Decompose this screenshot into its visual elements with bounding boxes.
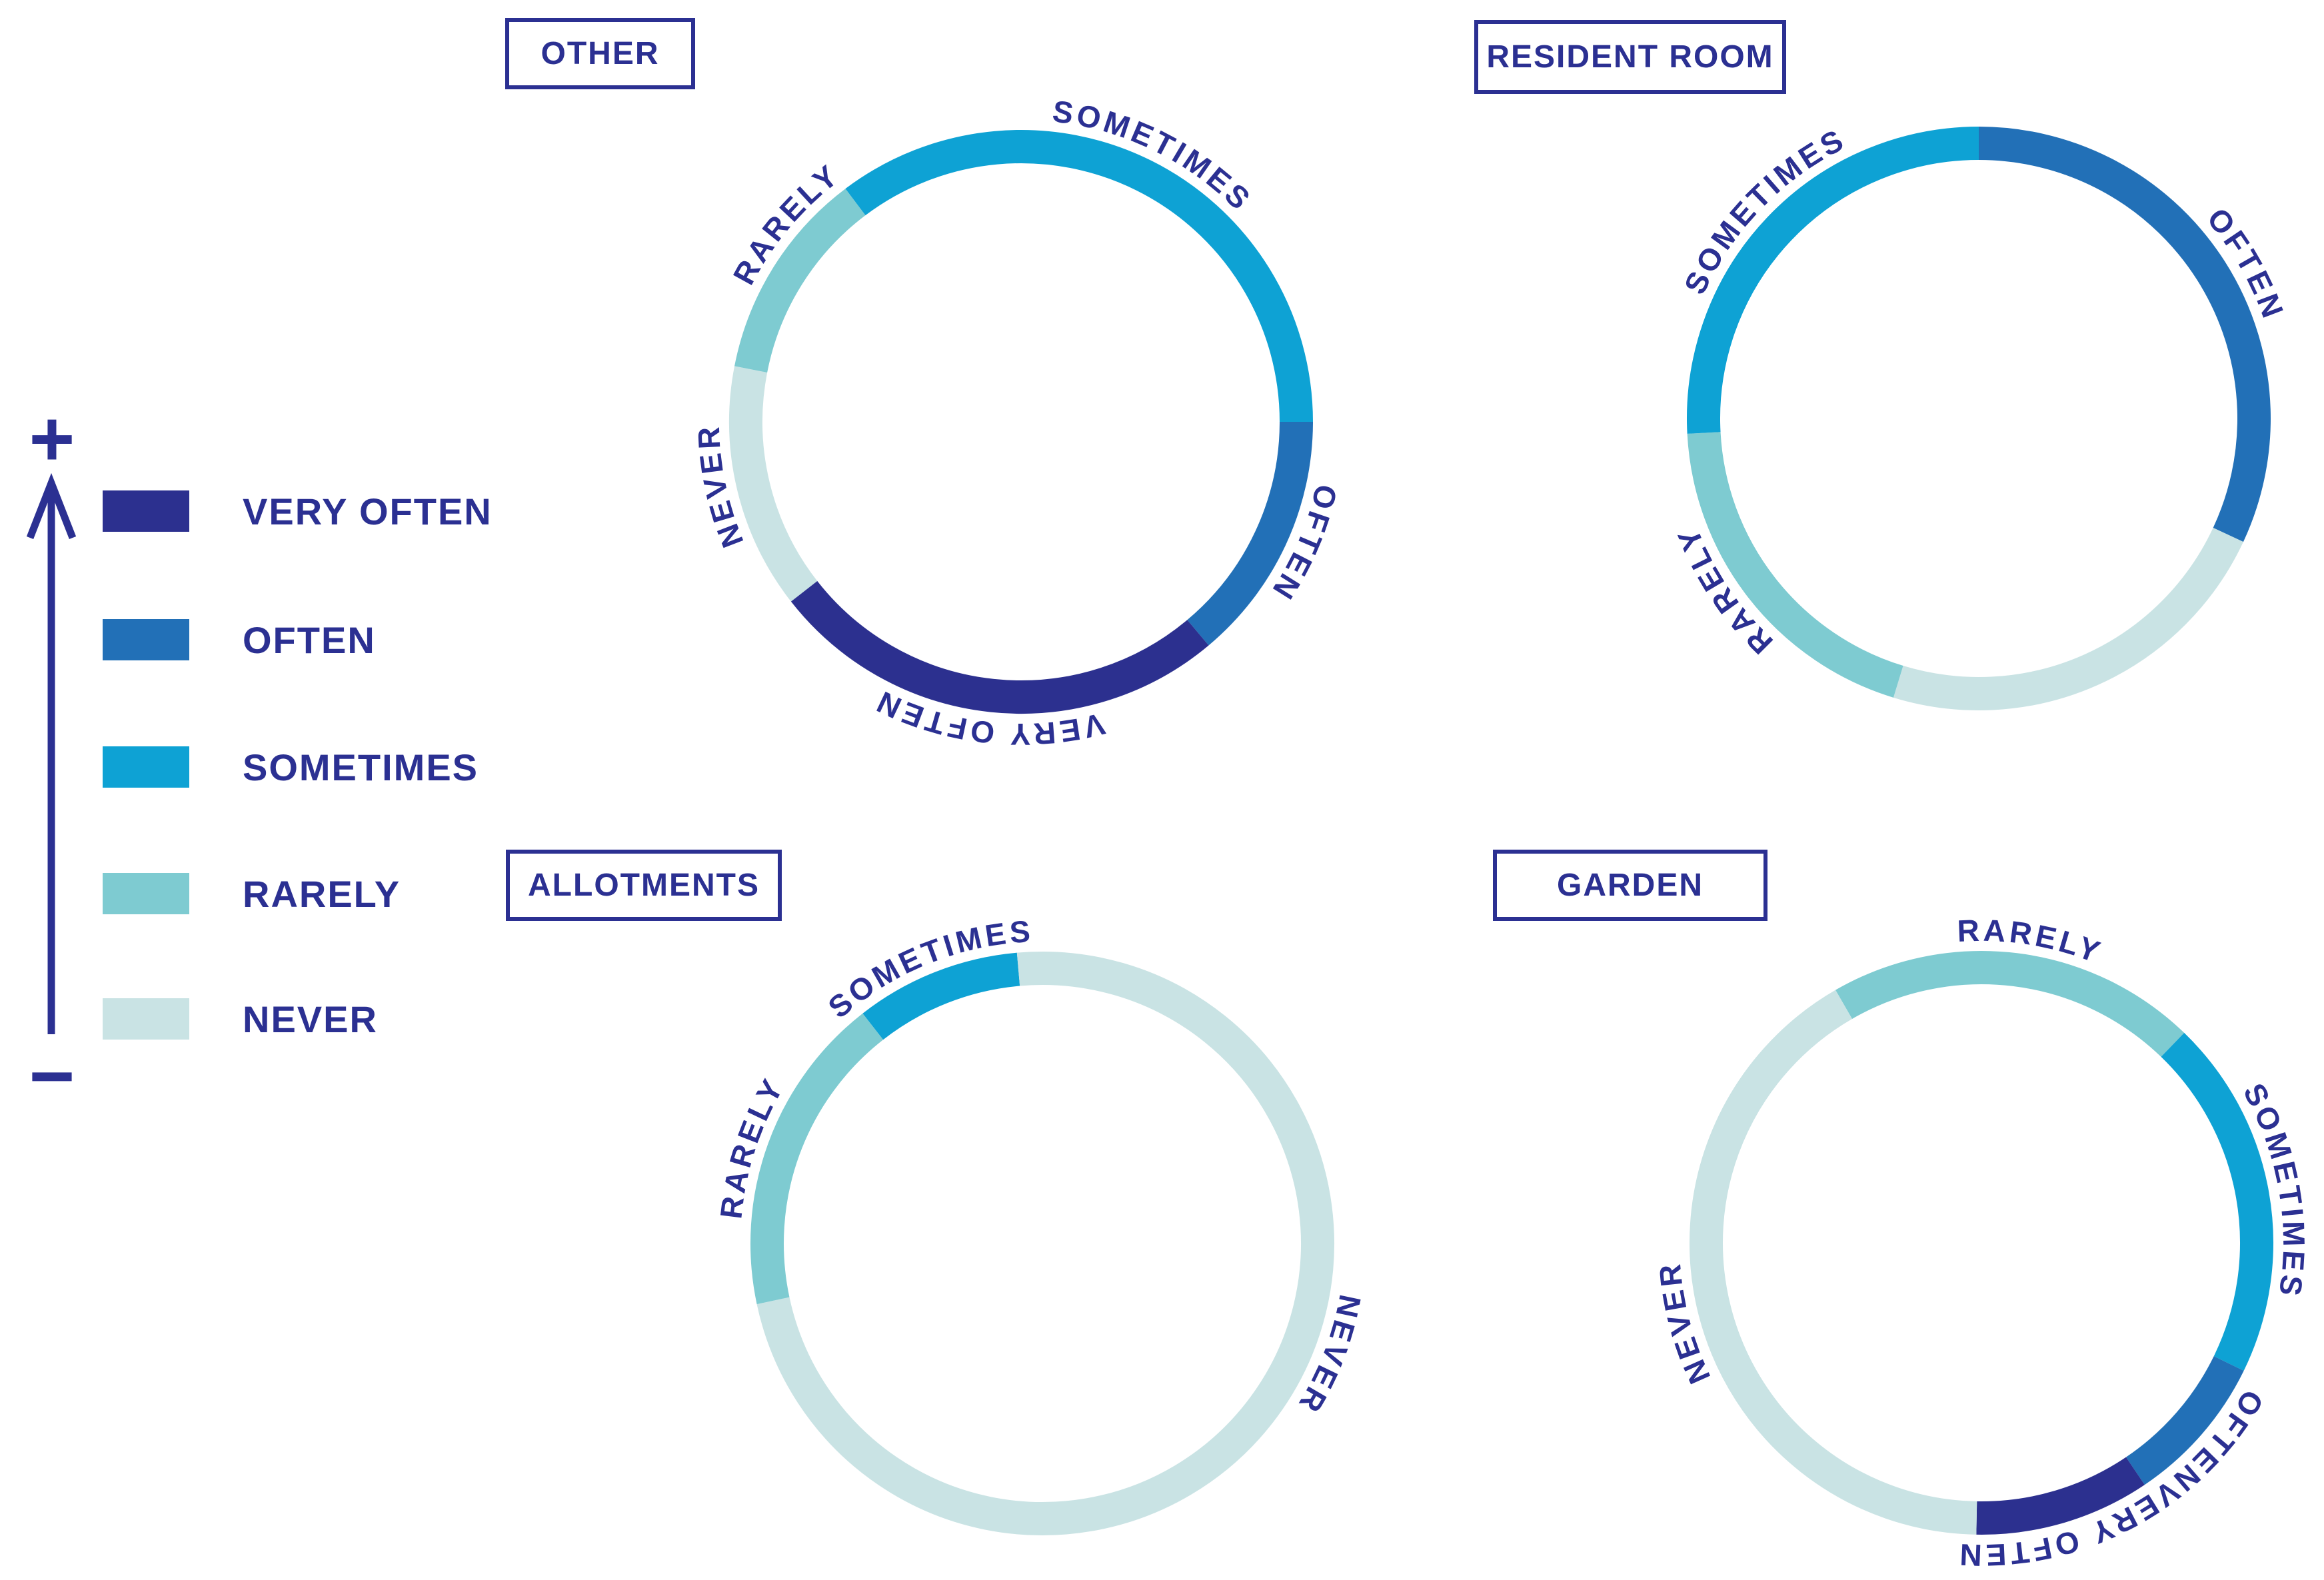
donut-segment-sometimes: [862, 952, 1020, 1040]
label-path: [740, 942, 1344, 1545]
donut-segment-sometimes: [2161, 1032, 2273, 1371]
chart-title-other: OTHER: [505, 18, 695, 89]
legend-item-very-often: VERY OFTEN: [103, 490, 493, 532]
scale-up-arrow-icon: [26, 472, 77, 1034]
donut-segment-never: [1893, 527, 2243, 710]
legend-item-often: OFTEN: [103, 618, 376, 661]
donut-segment-sometimes: [1687, 127, 1979, 434]
chart-title-label: OTHER: [541, 36, 660, 71]
legend-swatch-sometimes: [103, 746, 189, 788]
legend-item-never: NEVER: [103, 998, 378, 1040]
chart-title-garden: GARDEN: [1493, 850, 1767, 921]
donut-segment-very-often: [1976, 1457, 2145, 1535]
donut-segment-rarely: [1687, 432, 1903, 698]
donut-segment-never: [1690, 990, 1977, 1535]
chart-title-label: ALLOTMENTS: [528, 868, 760, 903]
legend-label: OFTEN: [243, 618, 376, 661]
donut-segment-rarely: [734, 189, 866, 373]
legend-swatch-rarely: [103, 873, 189, 914]
chart-title-label: GARDEN: [1556, 868, 1704, 903]
legend-label: SOMETIMES: [243, 746, 479, 788]
donut-segment-rarely: [750, 1013, 884, 1305]
donut-segment-often: [1187, 421, 1313, 646]
legend-label: NEVER: [243, 998, 378, 1040]
legend-swatch-very-often: [103, 490, 189, 532]
donut-segment-never: [756, 952, 1334, 1535]
legend-label: RARELY: [243, 872, 401, 915]
scale-plus-symbol: +: [29, 395, 75, 483]
legend-swatch-never: [103, 998, 189, 1040]
donut-segment-never: [729, 366, 818, 602]
legend-item-rarely: RARELY: [103, 872, 401, 915]
donut-segment-often: [2125, 1355, 2244, 1485]
chart-title-resident-room: RESIDENT ROOM: [1474, 20, 1786, 94]
scale-minus-symbol: −: [29, 1032, 75, 1120]
legend-swatch-often: [103, 619, 189, 660]
donut-segment-very-often: [790, 580, 1209, 714]
legend-item-sometimes: SOMETIMES: [103, 746, 479, 788]
legend-label: VERY OFTEN: [243, 490, 493, 532]
donut-segment-rarely: [1835, 951, 2185, 1057]
chart-title-allotments: ALLOTMENTS: [506, 850, 782, 921]
chart-title-label: RESIDENT ROOM: [1486, 39, 1774, 75]
donut-segment-sometimes: [845, 130, 1313, 422]
donut-segment-often: [1978, 127, 2271, 542]
